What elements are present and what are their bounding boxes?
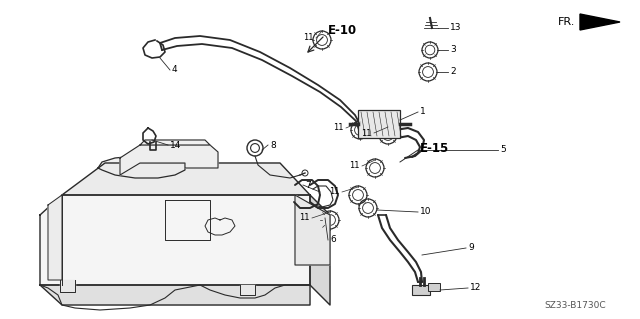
Polygon shape: [295, 195, 330, 265]
Polygon shape: [98, 156, 185, 178]
Polygon shape: [240, 285, 255, 295]
Polygon shape: [60, 280, 75, 292]
Text: 3: 3: [450, 46, 456, 55]
Text: 5: 5: [500, 145, 506, 154]
Polygon shape: [40, 195, 310, 285]
Polygon shape: [310, 195, 330, 305]
Text: 11: 11: [303, 33, 314, 42]
Text: FR.: FR.: [557, 17, 575, 27]
Text: 7: 7: [305, 181, 311, 189]
Polygon shape: [48, 195, 62, 280]
Text: 9: 9: [468, 243, 474, 253]
Bar: [412, 285, 430, 295]
Text: 14: 14: [170, 140, 181, 150]
Text: E-10: E-10: [328, 24, 357, 36]
Text: SZ33-B1730C: SZ33-B1730C: [544, 300, 606, 309]
Text: 4: 4: [172, 65, 178, 75]
Text: 6: 6: [330, 235, 336, 244]
Polygon shape: [580, 14, 620, 30]
Text: 10: 10: [420, 207, 431, 217]
Text: 11: 11: [349, 161, 360, 170]
Text: 11: 11: [300, 213, 310, 222]
Polygon shape: [120, 145, 218, 175]
Polygon shape: [62, 163, 310, 195]
Text: 11: 11: [333, 123, 344, 132]
Text: 11: 11: [330, 188, 340, 197]
Text: 2: 2: [450, 68, 456, 77]
Bar: [428, 283, 440, 291]
Text: 11: 11: [362, 129, 372, 137]
Bar: [358, 110, 400, 138]
Text: E-15: E-15: [420, 142, 449, 154]
Polygon shape: [40, 285, 310, 305]
Polygon shape: [140, 140, 210, 145]
Text: 1: 1: [420, 108, 426, 116]
Text: 12: 12: [470, 284, 481, 293]
Text: 13: 13: [450, 24, 461, 33]
Text: 8: 8: [270, 140, 276, 150]
